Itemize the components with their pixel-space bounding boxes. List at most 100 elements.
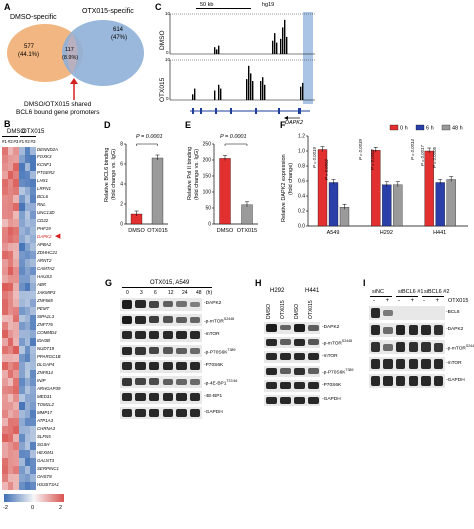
blot-i-band xyxy=(395,342,406,352)
heatmap-cell xyxy=(7,154,14,164)
heatmap-cell xyxy=(7,194,14,204)
blot-g-band xyxy=(135,346,146,355)
heatmap-cell xyxy=(19,370,25,379)
heatmap-cell xyxy=(7,402,14,411)
y-tick-label: 150 xyxy=(203,174,212,180)
heatmap-cell xyxy=(24,378,31,387)
heatmap-cell xyxy=(13,306,20,315)
blot-i-band xyxy=(433,325,444,335)
blot-h-band xyxy=(293,382,305,390)
bar xyxy=(219,158,231,225)
heatmap-cell xyxy=(7,466,14,475)
panel-label-a: A xyxy=(4,2,11,12)
heatmap-group-dmso: DMSO xyxy=(7,129,25,135)
heatmap-cell xyxy=(7,474,14,483)
heatmap-cell xyxy=(19,410,25,419)
heatmap-cell xyxy=(30,346,37,355)
heatmap-cell xyxy=(30,242,37,251)
gene-label: BCL6 xyxy=(37,194,48,200)
blot-i-band xyxy=(408,325,419,335)
blot-g-band xyxy=(176,331,187,340)
heatmap-cell xyxy=(19,474,25,483)
blot-i-label-dapk2: -DAPK2 xyxy=(446,327,464,332)
heatmap-cell xyxy=(30,162,37,172)
panel-label-h: H xyxy=(255,278,262,288)
panel-label-c: C xyxy=(155,2,162,12)
blot-g-label-p-4e-bp1: -p-4E-BP1T37/46 xyxy=(204,378,238,387)
heatmap-cell xyxy=(2,394,8,403)
blot-h-band xyxy=(307,368,319,375)
heatmap-cell xyxy=(24,202,31,212)
x-tick-label: OTX015 xyxy=(237,228,257,234)
heatmap-cell xyxy=(7,274,14,283)
heatmap-cell xyxy=(13,450,20,459)
heatmap-cell xyxy=(2,362,8,371)
blot-i-band xyxy=(421,325,431,335)
blot-g-band xyxy=(121,331,133,340)
heatmap-cell xyxy=(30,250,37,259)
panel-label-g: G xyxy=(105,278,113,288)
heatmap-cell xyxy=(19,418,25,427)
blot-g-time: 12 xyxy=(168,290,174,296)
pvalue-label: P = 0.0002 xyxy=(324,159,329,180)
heatmap-cell xyxy=(13,154,20,164)
pvalue-label: P = 0.0005 xyxy=(432,147,437,168)
blot-h-label-dapk2: -DAPK2 xyxy=(322,324,340,330)
panel-label-b: B xyxy=(4,119,11,129)
heatmap-cell xyxy=(2,162,8,172)
heatmap xyxy=(2,147,37,491)
heatmap-cell xyxy=(19,202,25,212)
chart-d: 0 2 4 6 8 DMSO OTX015 xyxy=(120,142,168,234)
blot-i-treatment: OTX015 xyxy=(448,298,469,304)
heatmap-cell xyxy=(30,266,37,275)
gene-label: MMP17 xyxy=(37,409,53,415)
pvalue-label: P = 0.0017 xyxy=(420,145,425,166)
blot-i-sign: + xyxy=(410,298,415,304)
gene-label: ZDHHC21 xyxy=(37,250,58,256)
blot-g-band xyxy=(189,347,201,354)
legend-tick-mid: 0 xyxy=(31,505,35,511)
heatmap-cell xyxy=(19,178,25,188)
blot-h-lane: OTX015 xyxy=(308,300,314,319)
gene-label: CHRNA3 xyxy=(37,425,56,431)
heatmap-cell xyxy=(30,426,37,435)
gene-label: DLGAP4 xyxy=(37,361,55,367)
chart-d-ylabel-1: Relative BCL6 binding xyxy=(104,147,110,202)
blot-i-band xyxy=(395,359,406,369)
heatmap-cell xyxy=(2,410,8,419)
blot-i-group: siNC xyxy=(372,289,384,295)
blot-g-band xyxy=(121,300,133,309)
blot-g-band xyxy=(189,331,201,340)
bar xyxy=(151,157,164,225)
heatmap-cell xyxy=(24,394,31,403)
heatmap-cell xyxy=(24,434,31,443)
significance-bracket xyxy=(224,143,248,146)
blot-g-band xyxy=(189,408,201,417)
blot-g-band xyxy=(176,316,187,323)
heatmap-cell xyxy=(2,266,8,275)
heatmap-cell xyxy=(13,162,20,172)
blot-g-band xyxy=(189,301,201,307)
heatmap-cell xyxy=(13,442,20,451)
heatmap-cell xyxy=(2,258,8,267)
heatmap-cell xyxy=(13,202,20,212)
gene-model-label: DAPK2 xyxy=(285,120,304,126)
gene-label: SLFN5 xyxy=(37,433,51,439)
panel-label-e: E xyxy=(185,120,192,130)
gene-label: IDH3B xyxy=(37,337,50,343)
blot-i-band xyxy=(433,376,444,386)
heatmap-cell xyxy=(2,418,8,427)
heatmap-cell xyxy=(24,306,31,315)
heatmap-cell xyxy=(24,442,31,451)
heatmap-cell xyxy=(7,370,14,379)
legend-tick-low: -2 xyxy=(3,505,8,511)
heatmap-cell xyxy=(30,282,37,291)
heatmap-cell xyxy=(24,266,31,275)
gene-label: COMMD4 xyxy=(37,329,57,335)
blot-g-band xyxy=(162,316,174,324)
heatmap-cell xyxy=(7,362,14,371)
blot-i-row-bg xyxy=(369,306,445,320)
x-tick-label: H441 xyxy=(433,230,446,236)
blot-h-row-bg xyxy=(264,351,320,363)
blot-g-label-dapk2: -DAPK2 xyxy=(204,301,222,307)
